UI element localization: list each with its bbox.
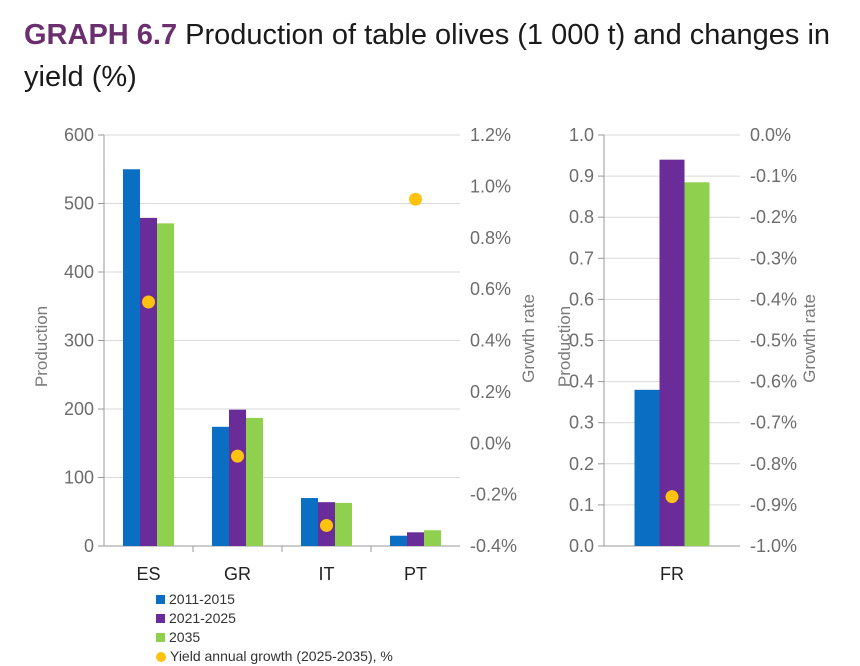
right-ytick-label: 0.2 bbox=[569, 454, 594, 474]
right-ytick-label: 0.3 bbox=[569, 413, 594, 433]
legend-label-2021-2025: 2021-2025 bbox=[169, 610, 236, 626]
graph-label: GRAPH 6.7 bbox=[24, 19, 178, 51]
left-y2tick-label: -0.4% bbox=[470, 536, 517, 556]
left-bar-es-2035 bbox=[157, 223, 174, 547]
right-ytick-label: 0.7 bbox=[569, 248, 594, 268]
left-yield-point-es bbox=[142, 295, 155, 309]
right-ytick-label: 1.0 bbox=[569, 125, 594, 145]
legend-label-yield: Yield annual growth (2025-2035), % bbox=[170, 648, 393, 664]
legend-swatch-2035 bbox=[156, 633, 165, 642]
right-y2-axis-title: Growth rate bbox=[800, 294, 819, 383]
left-bar-es-2021-2025 bbox=[140, 217, 157, 546]
left-yield-point-gr bbox=[231, 449, 244, 463]
right-category-label-fr: FR bbox=[660, 564, 684, 584]
left-ytick-label: 300 bbox=[64, 331, 94, 351]
left-ytick-label: 200 bbox=[64, 399, 94, 419]
left-y2tick-label: 0.8% bbox=[470, 228, 511, 248]
legend-label-2035: 2035 bbox=[169, 629, 201, 645]
left-y-axis-title: Production bbox=[32, 306, 51, 387]
left-y2tick-label: -0.2% bbox=[470, 485, 517, 505]
left-category-label-es: ES bbox=[136, 564, 160, 584]
left-yield-point-pt bbox=[409, 192, 422, 206]
left-bar-pt-2035 bbox=[424, 530, 441, 546]
right-y2tick-label: 0.0% bbox=[750, 125, 791, 145]
left-bar-pt-2011-2015 bbox=[390, 535, 407, 546]
left-ytick-label: 600 bbox=[64, 125, 94, 145]
left-ytick-label: 0 bbox=[84, 536, 94, 556]
legend-marker-yield bbox=[156, 651, 166, 662]
left-category-label-gr: GR bbox=[224, 564, 251, 584]
left-yield-point-it bbox=[320, 518, 333, 532]
legend: 2011-2015 2021-2025 2035 Yield annual gr… bbox=[156, 590, 393, 666]
legend-swatch-2021-2025 bbox=[156, 614, 165, 623]
left-bar-it-2035 bbox=[335, 502, 352, 546]
left-bar-gr-2011-2015 bbox=[212, 426, 229, 546]
right-y2tick-label: -0.8% bbox=[750, 454, 797, 474]
right-bar-fr-2011-2015 bbox=[634, 389, 660, 546]
right-bar-fr-2021-2025 bbox=[659, 159, 685, 546]
right-y2tick-label: -0.1% bbox=[750, 166, 797, 186]
right-y2tick-label: -0.5% bbox=[750, 331, 797, 351]
chart-right-panel: 0.0 0.1 0.2 0.3 0.4 0.5 0.6 0.7 0.8 0.9 1.0 -1.0% -0… bbox=[555, 125, 819, 584]
right-y2tick-label: -0.6% bbox=[750, 372, 797, 392]
left-ytick-label: 400 bbox=[64, 262, 94, 282]
left-bar-es-2011-2015 bbox=[123, 169, 140, 546]
right-y2tick-label: -0.2% bbox=[750, 207, 797, 227]
left-bar-pt-2021-2025 bbox=[407, 532, 424, 546]
right-ytick-label: 0.0 bbox=[569, 536, 594, 556]
right-y2tick-label: -0.3% bbox=[750, 248, 797, 268]
legend-item-2011-2015: 2011-2015 bbox=[156, 590, 393, 609]
left-y2tick-label: 1.0% bbox=[470, 176, 511, 196]
right-ytick-label: 0.1 bbox=[569, 495, 594, 515]
left-y2tick-label: 0.4% bbox=[470, 331, 511, 351]
right-ytick-label: 0.5 bbox=[569, 331, 594, 351]
right-y2tick-label: -0.7% bbox=[750, 413, 797, 433]
chart-left-panel: 0 100 200 300 400 500 600 -0.4% -0.2% 0.0% 0.2% 0.4… bbox=[32, 125, 538, 584]
right-ytick-label: 0.4 bbox=[569, 372, 594, 392]
legend-swatch-2011-2015 bbox=[156, 595, 165, 604]
left-bar-gr-2021-2025 bbox=[229, 409, 246, 546]
right-yield-point-fr bbox=[665, 490, 679, 504]
right-ytick-label: 0.8 bbox=[569, 207, 594, 227]
chart-title: GRAPH 6.7 Production of table olives (1 … bbox=[24, 14, 844, 98]
left-y2tick-label: 0.6% bbox=[470, 279, 511, 299]
right-y2tick-label: -1.0% bbox=[750, 536, 797, 556]
right-y2tick-label: -0.4% bbox=[750, 289, 797, 309]
left-ytick-label: 500 bbox=[64, 194, 94, 214]
left-ytick-label: 100 bbox=[64, 468, 94, 488]
left-y2tick-label: 1.2% bbox=[470, 125, 511, 145]
right-ytick-label: 0.9 bbox=[569, 166, 594, 186]
left-bar-gr-2035 bbox=[246, 417, 263, 546]
left-y2tick-label: 0.2% bbox=[470, 382, 511, 402]
right-y2tick-label: -0.9% bbox=[750, 495, 797, 515]
right-bar-fr-2035 bbox=[684, 182, 710, 546]
legend-item-yield: Yield annual growth (2025-2035), % bbox=[156, 647, 393, 666]
left-category-label-pt: PT bbox=[404, 564, 427, 584]
legend-item-2035: 2035 bbox=[156, 628, 393, 647]
left-bar-it-2011-2015 bbox=[301, 498, 318, 546]
legend-item-2021-2025: 2021-2025 bbox=[156, 609, 393, 628]
legend-label-2011-2015: 2011-2015 bbox=[169, 591, 235, 607]
right-y-axis-title: Production bbox=[555, 306, 574, 387]
left-category-label-it: IT bbox=[319, 564, 335, 584]
left-y2-axis-title: Growth rate bbox=[519, 294, 538, 383]
right-ytick-label: 0.6 bbox=[569, 289, 594, 309]
graph-title-text: Production of table olives (1 000 t) and… bbox=[24, 19, 831, 93]
left-y2tick-label: 0.0% bbox=[470, 433, 511, 453]
